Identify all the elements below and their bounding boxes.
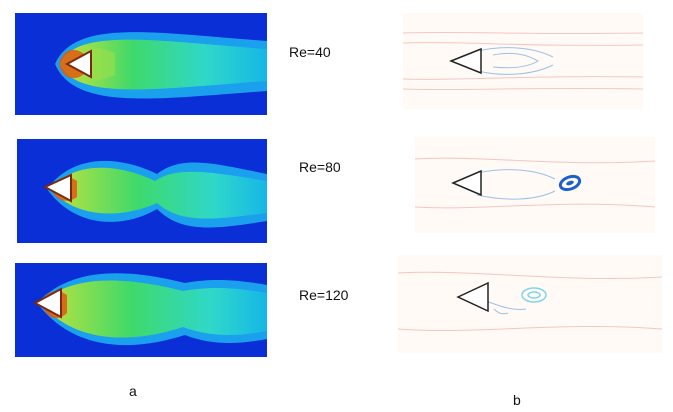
field-panel-re40 bbox=[15, 13, 267, 115]
reynolds-label-120: Re=120 bbox=[299, 287, 349, 303]
reynolds-label-40: Re=40 bbox=[289, 44, 331, 60]
triangle-body bbox=[456, 281, 489, 313]
subfigure-label-a: a bbox=[129, 383, 137, 399]
triangle-body bbox=[64, 49, 92, 79]
vorticity-panel-re120 bbox=[398, 255, 662, 353]
reynolds-label-80: Re=80 bbox=[299, 159, 341, 175]
vorticity-panel-re40 bbox=[403, 13, 643, 109]
triangle-body bbox=[42, 173, 72, 203]
triangle-body bbox=[451, 169, 482, 197]
field-panel-re120 bbox=[15, 263, 267, 357]
triangle-body bbox=[32, 287, 62, 319]
triangle-body bbox=[448, 47, 482, 75]
subfigure-label-b: b bbox=[513, 392, 521, 408]
vorticity-panel-re80 bbox=[415, 137, 655, 233]
field-panel-re80 bbox=[17, 139, 267, 243]
